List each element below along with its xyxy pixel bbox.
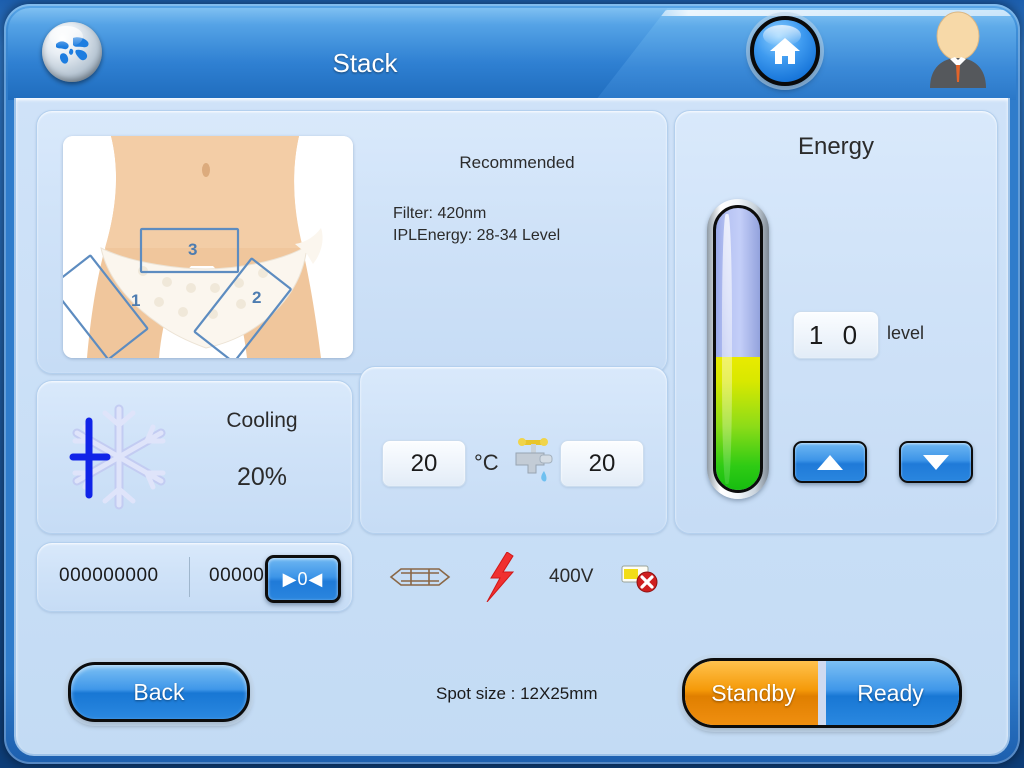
zone-label-3: 3 — [188, 240, 198, 259]
content-area: 1 2 3 Recommended Filter: 420nm IPLEnerg… — [14, 98, 1010, 756]
treatment-image[interactable]: 1 2 3 — [63, 136, 353, 358]
temperature-input[interactable]: 20 — [382, 440, 466, 487]
energy-level-value[interactable]: 1 0 — [793, 311, 879, 359]
treatment-panel: 1 2 3 Recommended Filter: 420nm IPLEnerg… — [36, 110, 668, 374]
shot-counter-panel: 000000000 000000 ▶0◀ — [36, 542, 353, 612]
globe-icon[interactable] — [42, 22, 102, 82]
handpiece-disconnected-icon — [621, 562, 659, 594]
temperature-panel: 20 °C 20 — [359, 366, 668, 534]
energy-gauge[interactable] — [707, 199, 769, 499]
mode-divider — [818, 661, 826, 725]
home-icon[interactable] — [750, 16, 820, 86]
voltage-label: 400V — [549, 566, 594, 587]
energy-title: Energy — [797, 133, 875, 160]
faucet-icon — [510, 435, 558, 487]
recommended-title: Recommended — [459, 153, 575, 172]
counter-reset-button[interactable]: ▶0◀ — [265, 555, 341, 603]
arrow-up-icon — [817, 454, 843, 470]
page-title: Stack — [332, 48, 398, 78]
gauge-gloss — [722, 213, 732, 485]
temperature-unit-label: °C — [474, 450, 499, 475]
total-shot-counter: 000000000 — [59, 565, 159, 586]
recommendation-block: Recommended Filter: 420nm IPLEnergy: 28-… — [377, 153, 657, 247]
energy-decrease-button[interactable] — [899, 441, 973, 483]
water-flow-input[interactable]: 20 — [560, 440, 644, 487]
energy-level-label: level — [887, 323, 925, 343]
status-row: 400V — [371, 542, 671, 610]
ready-button[interactable]: Ready — [822, 661, 959, 725]
flashlamp-icon — [389, 564, 451, 590]
session-shot-counter: 000000 — [209, 565, 276, 586]
filter-line: Filter: 420nm — [393, 205, 487, 222]
back-button[interactable]: Back — [68, 662, 250, 722]
snowflake-icon — [59, 399, 179, 515]
counter-divider — [189, 557, 190, 597]
standby-button[interactable]: Standby — [685, 661, 822, 725]
arrow-down-icon — [923, 454, 949, 470]
user-avatar-icon[interactable] — [920, 10, 996, 88]
lightning-bolt-icon — [483, 551, 519, 603]
zone-label-2: 2 — [252, 288, 262, 307]
spot-size-label: Spot size : 12X25mm — [436, 684, 598, 703]
cooling-label: Cooling — [226, 409, 298, 432]
zone-label-1: 1 — [131, 291, 141, 310]
cooling-value: 20% — [236, 463, 288, 491]
energy-panel: Energy 1 0 level — [674, 110, 998, 534]
header-bar — [8, 8, 1016, 100]
mode-toggle[interactable]: Standby Ready — [682, 658, 962, 728]
ipl-energy-line: IPLEnergy: 28-34 Level — [393, 227, 561, 244]
energy-increase-button[interactable] — [793, 441, 867, 483]
cooling-panel[interactable]: Cooling 20% — [36, 380, 353, 534]
